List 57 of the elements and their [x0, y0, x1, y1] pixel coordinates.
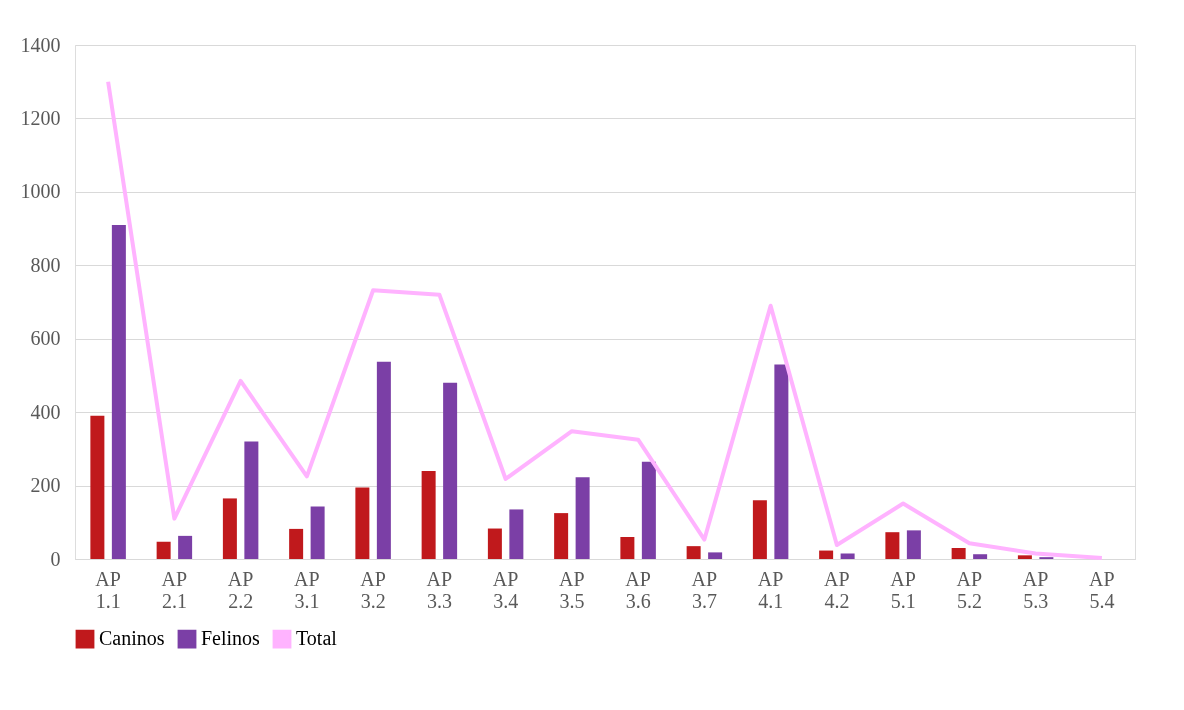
x-tick-label: AP 3.6 [625, 567, 651, 612]
bar [156, 541, 171, 559]
bar [244, 441, 259, 559]
x-tick-label: AP 5.4 [1089, 567, 1115, 612]
legend-label: Caninos [99, 627, 165, 650]
x-tick-label: AP 3.4 [492, 567, 519, 612]
bar [906, 530, 921, 559]
legend-label: Total [296, 627, 338, 650]
x-tick-label: AP 5.2 [956, 567, 983, 612]
bar [708, 552, 723, 559]
bar [686, 546, 701, 559]
bar [222, 498, 237, 559]
bar [421, 470, 436, 559]
bar [509, 509, 524, 559]
bar [90, 415, 105, 559]
bar [376, 361, 391, 559]
bar [641, 461, 656, 559]
y-tick-label: 1200 [20, 106, 61, 129]
bar [554, 513, 569, 559]
line-series [106, 79, 1104, 560]
x-tick-label: AP 1.1 [95, 567, 121, 612]
x-tick-label: AP 3.5 [559, 567, 585, 612]
x-tick-label: AP 2.2 [227, 567, 254, 612]
bar [774, 364, 789, 559]
bar [819, 550, 834, 559]
bar [951, 547, 966, 559]
bar [289, 528, 304, 559]
bar [443, 382, 458, 559]
y-tick-label: 1400 [20, 33, 61, 56]
y-tick-label: 200 [30, 474, 61, 497]
y-tick-label: 0 [50, 547, 61, 570]
x-tick-label: AP 3.1 [294, 567, 320, 612]
bar [1017, 555, 1032, 559]
x-tick-label: AP 2.1 [161, 567, 188, 612]
x-tick-label: AP 3.7 [691, 567, 718, 612]
x-tick-label: AP 5.3 [1022, 567, 1049, 612]
bar [111, 224, 126, 559]
bar [487, 528, 502, 559]
bar [575, 477, 590, 559]
bar [310, 506, 325, 559]
bar [973, 554, 988, 559]
bar [620, 536, 635, 559]
x-tick-label: AP 4.2 [824, 567, 850, 612]
x-tick-label: AP 3.3 [426, 567, 453, 612]
y-tick-label: 800 [30, 253, 61, 276]
bar [178, 535, 193, 559]
y-tick-label: 400 [30, 400, 61, 423]
bar [752, 500, 767, 559]
y-tick-label: 600 [30, 327, 61, 350]
bar [840, 553, 855, 559]
legend-label: Felinos [201, 627, 261, 650]
bar [355, 487, 370, 559]
x-tick-label: AP 4.1 [757, 567, 784, 612]
y-tick-label: 1000 [20, 180, 61, 203]
bar [885, 532, 900, 559]
x-tick-label: AP 3.2 [360, 567, 386, 612]
x-tick-label: AP 5.1 [890, 567, 916, 612]
